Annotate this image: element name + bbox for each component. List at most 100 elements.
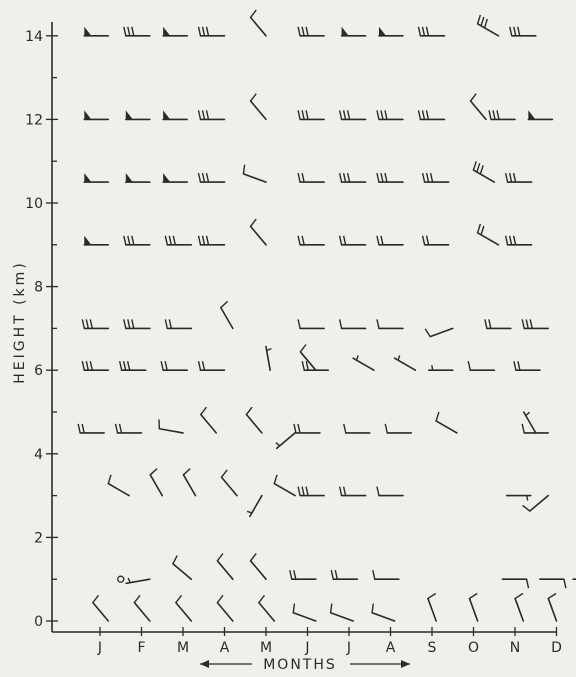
- wind-barb: [423, 173, 449, 182]
- barb-shaft: [217, 561, 232, 579]
- barb-full: [293, 604, 294, 613]
- barb-shaft: [217, 603, 232, 621]
- barb-full: [120, 361, 122, 370]
- barb-shaft: [428, 598, 436, 621]
- barb-full: [203, 27, 205, 36]
- barb-full: [300, 344, 306, 351]
- wind-barb: [78, 424, 104, 433]
- barb-full: [485, 319, 487, 328]
- barb-full: [217, 553, 223, 560]
- x-tick-label: A: [386, 640, 396, 656]
- barb-shaft: [159, 429, 183, 433]
- barb-full: [203, 173, 205, 182]
- barb-full: [207, 173, 209, 182]
- barb-full: [207, 110, 209, 119]
- wind-barb: [84, 173, 108, 182]
- barb-full: [377, 319, 379, 328]
- barb-shaft: [246, 415, 261, 433]
- barb-full: [340, 487, 342, 496]
- barb-shaft: [548, 598, 556, 621]
- barb-full: [251, 94, 257, 101]
- wind-barb: [503, 579, 529, 588]
- barb-half: [267, 349, 272, 351]
- barb-full: [331, 604, 332, 613]
- wind-barb: [199, 173, 225, 182]
- barb-full: [340, 110, 342, 119]
- barb-full: [217, 595, 223, 602]
- barb-half: [128, 578, 130, 583]
- x-tick-label: J: [304, 640, 309, 656]
- barb-full: [381, 236, 383, 245]
- barb-full: [124, 27, 126, 36]
- y-tick-label: 0: [34, 614, 43, 630]
- wind-barb: [353, 355, 374, 370]
- barb-full: [515, 593, 523, 598]
- wind-barb: [163, 173, 187, 182]
- barb-pennant: [84, 173, 91, 182]
- wind-barb: [510, 27, 536, 36]
- x-tick-label: S: [428, 640, 437, 656]
- wind-barb: [340, 110, 366, 119]
- barb-full: [497, 110, 499, 119]
- barb-full: [116, 424, 118, 433]
- barb-full: [485, 19, 488, 28]
- wind-barb: [259, 595, 274, 621]
- wind-barb: [176, 595, 191, 621]
- y-tick-label: 8: [34, 280, 43, 296]
- barb-full: [427, 236, 429, 245]
- barb-shaft: [134, 603, 149, 621]
- wind-barb: [266, 347, 271, 371]
- barb-full: [344, 236, 346, 245]
- barb-full: [290, 570, 292, 579]
- barb-shaft: [201, 415, 216, 433]
- wind-barb: [515, 593, 523, 621]
- barb-full: [124, 236, 126, 245]
- wind-barb: [159, 420, 183, 433]
- x-tick-label: F: [137, 640, 145, 656]
- barb-full: [199, 173, 201, 182]
- barb-full: [514, 173, 516, 182]
- wind-barb: [298, 110, 324, 119]
- barb-full: [150, 469, 157, 475]
- x-tick-label: M: [177, 640, 189, 656]
- wind-barb: [528, 110, 552, 119]
- barb-half: [276, 443, 280, 446]
- barb-full: [422, 110, 424, 119]
- wind-barb: [473, 161, 494, 182]
- barb-full: [201, 407, 207, 414]
- barb-shaft: [430, 328, 453, 336]
- wind-barb: [377, 110, 403, 119]
- barb-full: [377, 236, 379, 245]
- wind-barb: [222, 470, 237, 496]
- barb-full: [128, 236, 130, 245]
- barb-full: [506, 173, 508, 182]
- barb-shaft: [108, 484, 129, 496]
- y-tick-label: 12: [25, 112, 43, 128]
- wind-barb: [251, 553, 266, 579]
- barb-full: [128, 361, 130, 370]
- y-tick-label: 14: [25, 29, 43, 45]
- barb-full: [514, 361, 516, 370]
- wind-barb: [118, 576, 124, 582]
- wind-barb: [298, 487, 324, 496]
- barb-full: [165, 361, 167, 370]
- barb-full: [427, 173, 429, 182]
- barb-full: [471, 94, 477, 101]
- barb-full: [418, 110, 420, 119]
- wind-barb: [274, 475, 295, 496]
- barb-full: [302, 173, 304, 182]
- barb-full: [428, 593, 436, 598]
- barb-full: [199, 236, 201, 245]
- barb-shaft: [469, 598, 477, 621]
- barb-full: [294, 424, 296, 433]
- barb-shaft: [150, 475, 162, 496]
- barb-full: [381, 173, 383, 182]
- barb-full: [120, 424, 122, 433]
- wind-barb: [201, 407, 216, 433]
- barb-full: [344, 110, 346, 119]
- wind-barb: [468, 361, 494, 370]
- barb-full: [481, 17, 484, 26]
- wind-barb: [93, 595, 108, 621]
- barb-full: [522, 505, 529, 511]
